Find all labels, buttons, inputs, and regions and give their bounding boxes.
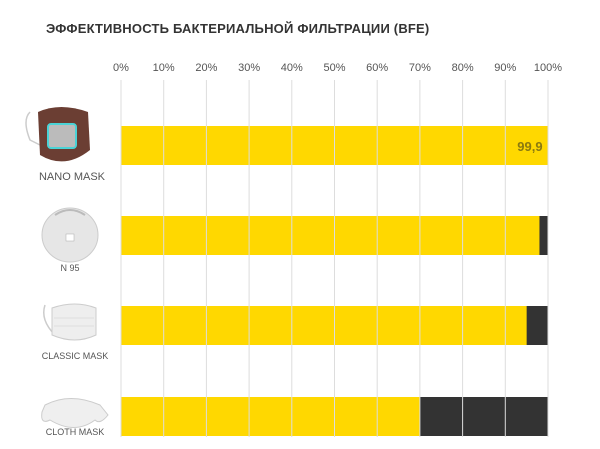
x-tick-label: 30%	[238, 62, 260, 74]
data-label: 99,9	[517, 139, 542, 154]
x-tick-label: 0%	[113, 62, 129, 74]
category-label: CLOTH MASK	[45, 427, 105, 437]
x-tick-label: 20%	[195, 62, 217, 74]
category-label: CLASSIC MASK	[41, 351, 109, 361]
category-label: NANO MASK	[38, 171, 105, 183]
n95-respirator-image	[41, 207, 99, 263]
cloth-mask-image	[41, 398, 109, 428]
category-label: N 95	[60, 263, 80, 273]
x-tick-label: 40%	[281, 62, 303, 74]
x-tick-label: 10%	[153, 62, 175, 74]
x-tick-label: 100%	[534, 62, 562, 74]
x-tick-label: 70%	[409, 62, 431, 74]
bar	[121, 216, 540, 255]
x-tick-label: 80%	[452, 62, 474, 74]
bar	[121, 306, 527, 345]
x-tick-label: 50%	[323, 62, 345, 74]
classic-mask-image	[43, 303, 97, 341]
x-tick-label: 90%	[494, 62, 516, 74]
nano-mask-image	[25, 107, 90, 162]
bar	[121, 397, 420, 436]
x-tick-label: 60%	[366, 62, 388, 74]
chart-title: ЭФФЕКТИВНОСТЬ БАКТЕРИАЛЬНОЙ ФИЛЬТРАЦИИ (…	[46, 21, 430, 36]
